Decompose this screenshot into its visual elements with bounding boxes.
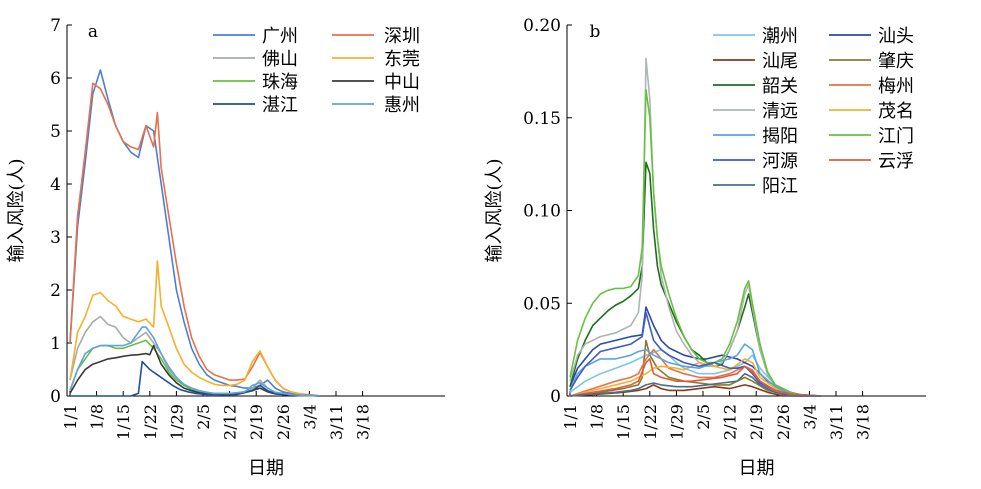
panel-label: a <box>88 22 98 42</box>
y-tick-label: 3 <box>50 228 61 248</box>
series-line-12 <box>569 358 821 397</box>
series-line-11 <box>569 311 821 397</box>
series-line-1 <box>69 69 321 397</box>
x-tick-label: 1/29 <box>667 404 686 440</box>
series-line-9 <box>569 343 821 397</box>
x-axis-title: 日期 <box>248 458 284 479</box>
y-axis-title: 输入风险(人) <box>6 158 27 262</box>
x-tick-label: 2/26 <box>274 404 293 440</box>
legend-label-2: 深圳 <box>384 26 420 47</box>
x-tick-label: 3/4 <box>800 404 819 430</box>
y-tick-label: 1 <box>50 334 61 354</box>
y-tick-label: 0 <box>50 387 61 407</box>
x-tick-label: 3/4 <box>300 404 319 430</box>
y-tick-label: 4 <box>50 175 61 195</box>
legend-label-10: 江门 <box>878 126 914 147</box>
panel-label: b <box>590 22 601 42</box>
x-tick-label: 1/8 <box>588 404 607 430</box>
chart-panel-a: 0 1 2 3 4 5 6 7 1/1 1/8 1/15 1/22 1/29 2/5 2/12 2/19 2/2… <box>6 16 445 479</box>
series-line-5 <box>569 161 821 397</box>
y-tick-label: 7 <box>50 16 61 36</box>
legend-label-1: 广州 <box>262 26 298 47</box>
series-line-7 <box>70 360 321 397</box>
legend-label-5: 韶关 <box>762 76 798 97</box>
x-tick-label: 3/11 <box>827 404 846 440</box>
x-tick-label: 2/19 <box>247 404 266 440</box>
y-tick-label: 2 <box>50 281 61 301</box>
x-tick-label: 1/22 <box>141 404 160 440</box>
x-axis-title: 日期 <box>739 458 775 479</box>
x-tick-label: 2/19 <box>747 404 766 440</box>
x-tick-label: 1/1 <box>561 404 580 430</box>
x-tick-label: 3/11 <box>327 404 346 440</box>
series-line-10 <box>569 89 821 397</box>
x-tick-label: 1/15 <box>114 404 133 440</box>
legend-label-2: 汕头 <box>878 26 914 47</box>
legend-label-4: 肇庆 <box>878 51 914 72</box>
y-tick-label: 0.05 <box>523 294 561 314</box>
legend-label-11: 河源 <box>762 151 798 172</box>
legend-label-7: 清远 <box>762 101 798 122</box>
legend-label-3: 佛山 <box>262 49 298 70</box>
legend-label-4: 东莞 <box>384 49 420 70</box>
legend-label-1: 潮州 <box>762 26 798 47</box>
y-axis-title: 输入风险(人) <box>484 158 505 262</box>
series-line-13 <box>569 372 821 397</box>
x-tick-label: 3/18 <box>354 404 373 440</box>
x-tick-label: 1/22 <box>641 404 660 440</box>
x-tick-label: 2/12 <box>221 404 240 440</box>
series-line-2 <box>69 82 321 397</box>
x-tick-label: 2/5 <box>194 404 213 430</box>
series-line-3 <box>569 384 821 397</box>
x-tick-label: 2/12 <box>721 404 740 440</box>
chart-panel-b: 0 0.05 0.10 0.15 0.20 1/1 1/8 1/15 1/22 1/29 2/5 2/… <box>484 16 926 479</box>
x-tick-label: 2/5 <box>694 404 713 430</box>
x-tick-label: 1/29 <box>167 404 186 440</box>
y-tick-label: 5 <box>50 122 61 142</box>
series-line-6 <box>69 344 321 397</box>
series-line-4 <box>569 339 821 397</box>
x-tick-label: 1/8 <box>88 404 107 430</box>
x-tick-label: 2/26 <box>774 404 793 440</box>
y-tick-label: 0 <box>550 387 561 407</box>
series-line-8 <box>69 326 321 397</box>
series-line-8 <box>569 358 821 397</box>
x-tick-label: 1/1 <box>61 404 80 430</box>
legend-label-8: 茂名 <box>878 101 914 122</box>
y-tick-label: 0.10 <box>523 202 561 222</box>
series-line-4 <box>69 260 321 397</box>
x-tick-label: 1/15 <box>614 404 633 440</box>
y-tick-label: 6 <box>50 69 61 89</box>
legend-label-12: 云浮 <box>878 151 914 172</box>
y-tick-label: 0.15 <box>523 109 561 129</box>
legend-label-13: 阳江 <box>762 176 798 197</box>
legend-label-9: 揭阳 <box>762 126 798 147</box>
legend-label-6: 梅州 <box>878 76 914 97</box>
legend-label-6: 中山 <box>384 72 420 93</box>
x-tick-label: 3/18 <box>854 404 873 440</box>
legend-label-5: 珠海 <box>262 72 298 93</box>
legend-label-3: 汕尾 <box>762 51 798 72</box>
legend-label-8: 惠州 <box>384 95 420 116</box>
y-tick-label: 0.20 <box>523 16 561 36</box>
legend-label-7: 湛江 <box>262 95 298 116</box>
